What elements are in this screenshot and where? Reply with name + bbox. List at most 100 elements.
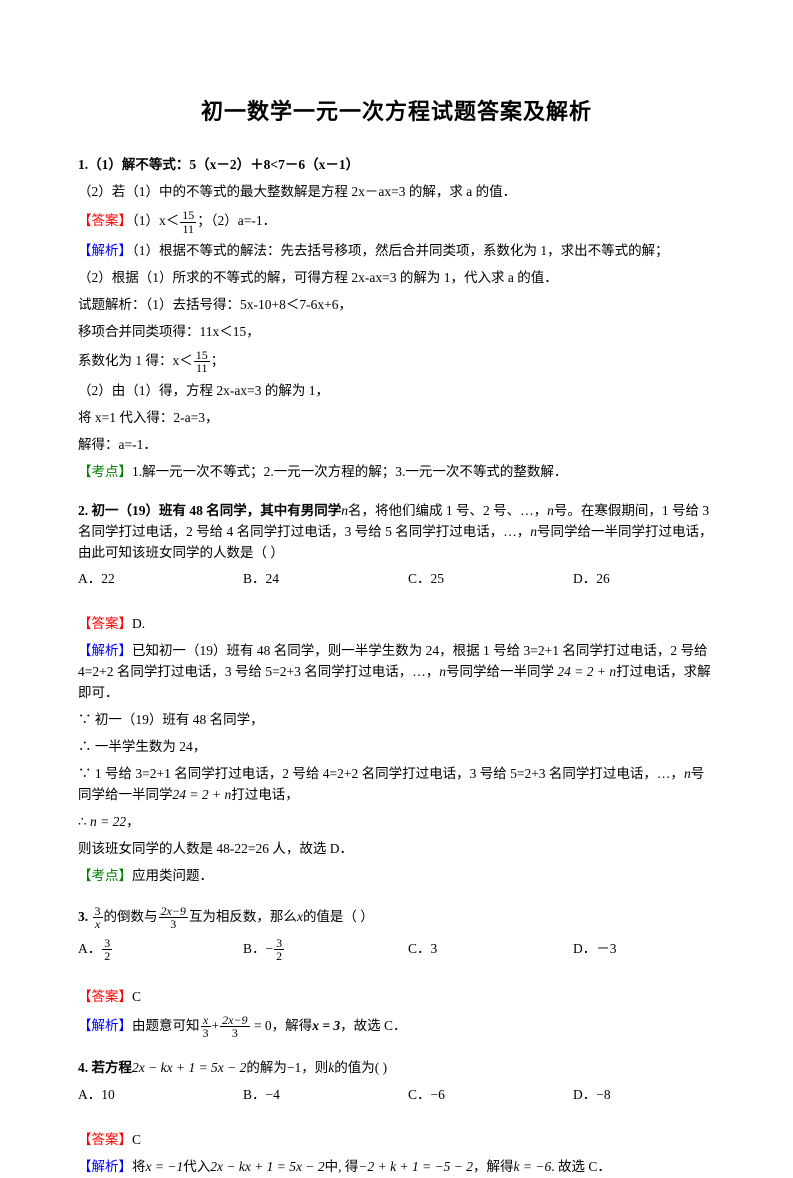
q2-choice-c: C．25 xyxy=(408,569,573,590)
frac-den: 11 xyxy=(194,362,210,375)
q3-A-pre: A． xyxy=(78,941,101,956)
q1-topic-text: 1.解一元一次不等式；2.一元一次方程的解；3.一元一次不等式的整数解． xyxy=(132,464,567,479)
q1-ana2: （2）根据（1）所求的不等式的解，可得方程 2x-ax=3 的解为 1，代入求 … xyxy=(78,268,715,289)
spacer xyxy=(78,963,715,977)
frac-den: 3 xyxy=(220,1027,249,1040)
spacer xyxy=(78,1106,715,1120)
q1-frac1: 1511 xyxy=(179,209,197,235)
q1-line2: （2）若（1）中的不等式的最大整数解是方程 2x－ax=3 的解，求 a 的值． xyxy=(78,182,715,203)
q2-choice-b: B．24 xyxy=(243,569,408,590)
q3-stem: 3. 3x的倒数与2x−93互为相反数，那么x的值是（ ） xyxy=(78,905,715,931)
q4-answer: 【答案】C xyxy=(78,1130,715,1151)
q2-ana5-eq: n = 22 xyxy=(90,814,126,829)
page: 初一数学一元一次方程试题答案及解析 1.（1）解不等式：5（x－2）＋8<7－6… xyxy=(0,0,793,1122)
q3-answer: 【答案】C xyxy=(78,987,715,1008)
q2-stem2: 名，将他们编成 1 号、2 号、…， xyxy=(348,503,547,518)
q2-n2: n xyxy=(547,503,554,518)
frac-num: 2x−9 xyxy=(220,1014,249,1028)
q4-ans: C xyxy=(132,1132,141,1147)
q4-ana-pre: 将 xyxy=(132,1159,146,1174)
q2-topic-text: 应用类问题． xyxy=(132,868,213,883)
q2-stem1: 2. 初一（19）班有 48 名同学，其中有男同学 xyxy=(78,503,341,518)
q3-B-frac: 32 xyxy=(273,937,285,963)
analysis-label: 【解析】 xyxy=(78,1159,132,1174)
answer-label: 【答案】 xyxy=(78,213,132,228)
q2-answer: 【答案】D. xyxy=(78,614,715,635)
q1-line1: 1.（1）解不等式：5（x－2）＋8<7－6（x－1） xyxy=(78,155,715,176)
q2-n1: n xyxy=(341,503,348,518)
analysis-label: 【解析】 xyxy=(78,243,132,258)
q2-eq1: 24 = 2 + n xyxy=(557,664,616,679)
q4-pre: 4. 若方程 xyxy=(78,1060,132,1075)
q1-frac2: 1511 xyxy=(193,349,211,375)
frac-num: 3 xyxy=(102,937,112,951)
frac-den: x xyxy=(93,918,103,931)
q4-ana-mid2: 中, 得 xyxy=(325,1159,359,1174)
q2-ana1b: 号同学给一半同学 xyxy=(446,664,554,679)
q3-ana-eq: = 0，解得 xyxy=(251,1018,313,1033)
q2-topic: 【考点】应用类问题． xyxy=(78,866,715,887)
q3-choice-b: B．−32 xyxy=(243,937,408,963)
q1-ana8: 解得：a=-1． xyxy=(78,435,715,456)
q3-ana-x: x = 3 xyxy=(312,1018,340,1033)
q3-frac3: x3 xyxy=(200,1014,212,1040)
analysis-label: 【解析】 xyxy=(78,1018,132,1033)
q2-ans: D. xyxy=(132,616,145,631)
frac-num: 3 xyxy=(93,905,103,919)
q4-eq3: −2 + k + 1 = −5 − 2 xyxy=(358,1159,473,1174)
frac-den: 11 xyxy=(180,223,196,236)
q4-choice-d: D．−8 xyxy=(573,1085,663,1106)
q1-ana5-pre: 系数化为 1 得：x＜ xyxy=(78,353,193,368)
q2-ana4c: 打过电话， xyxy=(231,787,299,802)
q2-ana1: 【解析】已知初一（19）班有 48 名同学，则一半学生数为 24，根据 1 号给… xyxy=(78,641,715,704)
q2-choice-a: A．22 xyxy=(78,569,243,590)
q2-ana5-pre: ∴ xyxy=(78,814,90,829)
q1-topic: 【考点】1.解一元一次不等式；2.一元一次方程的解；3.一元一次不等式的整数解． xyxy=(78,462,715,483)
q2-stem: 2. 初一（19）班有 48 名同学，其中有男同学n名，将他们编成 1 号、2 … xyxy=(78,501,715,564)
q4-eq1: 2x − kx + 1 = 5x − 2 xyxy=(132,1060,246,1075)
answer-label: 【答案】 xyxy=(78,1132,132,1147)
q3-choices: A．32 B．−32 C．3 D．－3 xyxy=(78,937,715,963)
q2-eq2: 24 = 2 + n xyxy=(173,787,232,802)
q2-ana4-n: n xyxy=(684,766,691,781)
frac-den: 3 xyxy=(159,918,188,931)
frac-num: x xyxy=(201,1014,211,1028)
q1-ana1: 【解析】（1）根据不等式的解法：先去括号移项，然后合并同类项，系数化为 1，求出… xyxy=(78,241,715,262)
frac-den: 2 xyxy=(274,950,284,963)
q3-mid1: 的倒数与 xyxy=(104,909,158,924)
q3-A-frac: 32 xyxy=(101,937,113,963)
q1-ana1-text: （1）根据不等式的解法：先去括号移项，然后合并同类项，系数化为 1，求出不等式的… xyxy=(132,243,669,258)
q3-num: 3. xyxy=(78,909,92,924)
q2-ana6: 则该班女同学的人数是 48-22=26 人，故选 D． xyxy=(78,839,715,860)
q3-end: 的值是（ ） xyxy=(303,909,374,924)
q4-ana-end: . 故选 C． xyxy=(551,1159,611,1174)
topic-label: 【考点】 xyxy=(78,868,132,883)
q4-choices: A．10 B．−4 C．−6 D．−8 xyxy=(78,1085,715,1106)
q4-choice-c: C．−6 xyxy=(408,1085,573,1106)
q1-ans-suf: ；（2）a=-1． xyxy=(197,213,276,228)
q2-ana5: ∴ n = 22， xyxy=(78,812,715,833)
q4-eq2: 2x − kx + 1 = 5x − 2 xyxy=(210,1159,324,1174)
frac-den: 2 xyxy=(102,950,112,963)
q2-ana5-suf: ， xyxy=(126,814,140,829)
q1-ana7: 将 x=1 代入得：2-a=3， xyxy=(78,408,715,429)
q3-ana-end: ，故选 C． xyxy=(340,1018,406,1033)
frac-num: 2x−9 xyxy=(159,905,188,919)
q3-mid2: 互为相反数，那么 xyxy=(189,909,297,924)
q4-ana: 【解析】将x = −1代入2x − kx + 1 = 5x − 2中, 得−2 … xyxy=(78,1157,715,1178)
q1-ana3: 试题解析：（1）去括号得：5x-10+8＜7-6x+6， xyxy=(78,295,715,316)
q4-choice-a: A．10 xyxy=(78,1085,243,1106)
q1-ana5-suf: ； xyxy=(211,353,225,368)
q2-choice-d: D．26 xyxy=(573,569,663,590)
q2-ana4a: ∵ 1 号给 3=2+1 名同学打过电话，2 号给 4=2+2 名同学打过电话，… xyxy=(78,766,684,781)
q4-choice-b: B．−4 xyxy=(243,1085,408,1106)
q2-ana3: ∴ 一半学生数为 24， xyxy=(78,737,715,758)
q3-choice-c: C．3 xyxy=(408,939,573,960)
q3-ans: C xyxy=(132,989,141,1004)
q3-B-pre: B．− xyxy=(243,941,273,956)
q3-choice-d: D．－3 xyxy=(573,939,663,960)
answer-label: 【答案】 xyxy=(78,989,132,1004)
q4-mid: 的解为−1，则 xyxy=(246,1060,328,1075)
q3-choice-a: A．32 xyxy=(78,937,243,963)
q1-ans-pre: （1）x＜ xyxy=(132,213,179,228)
